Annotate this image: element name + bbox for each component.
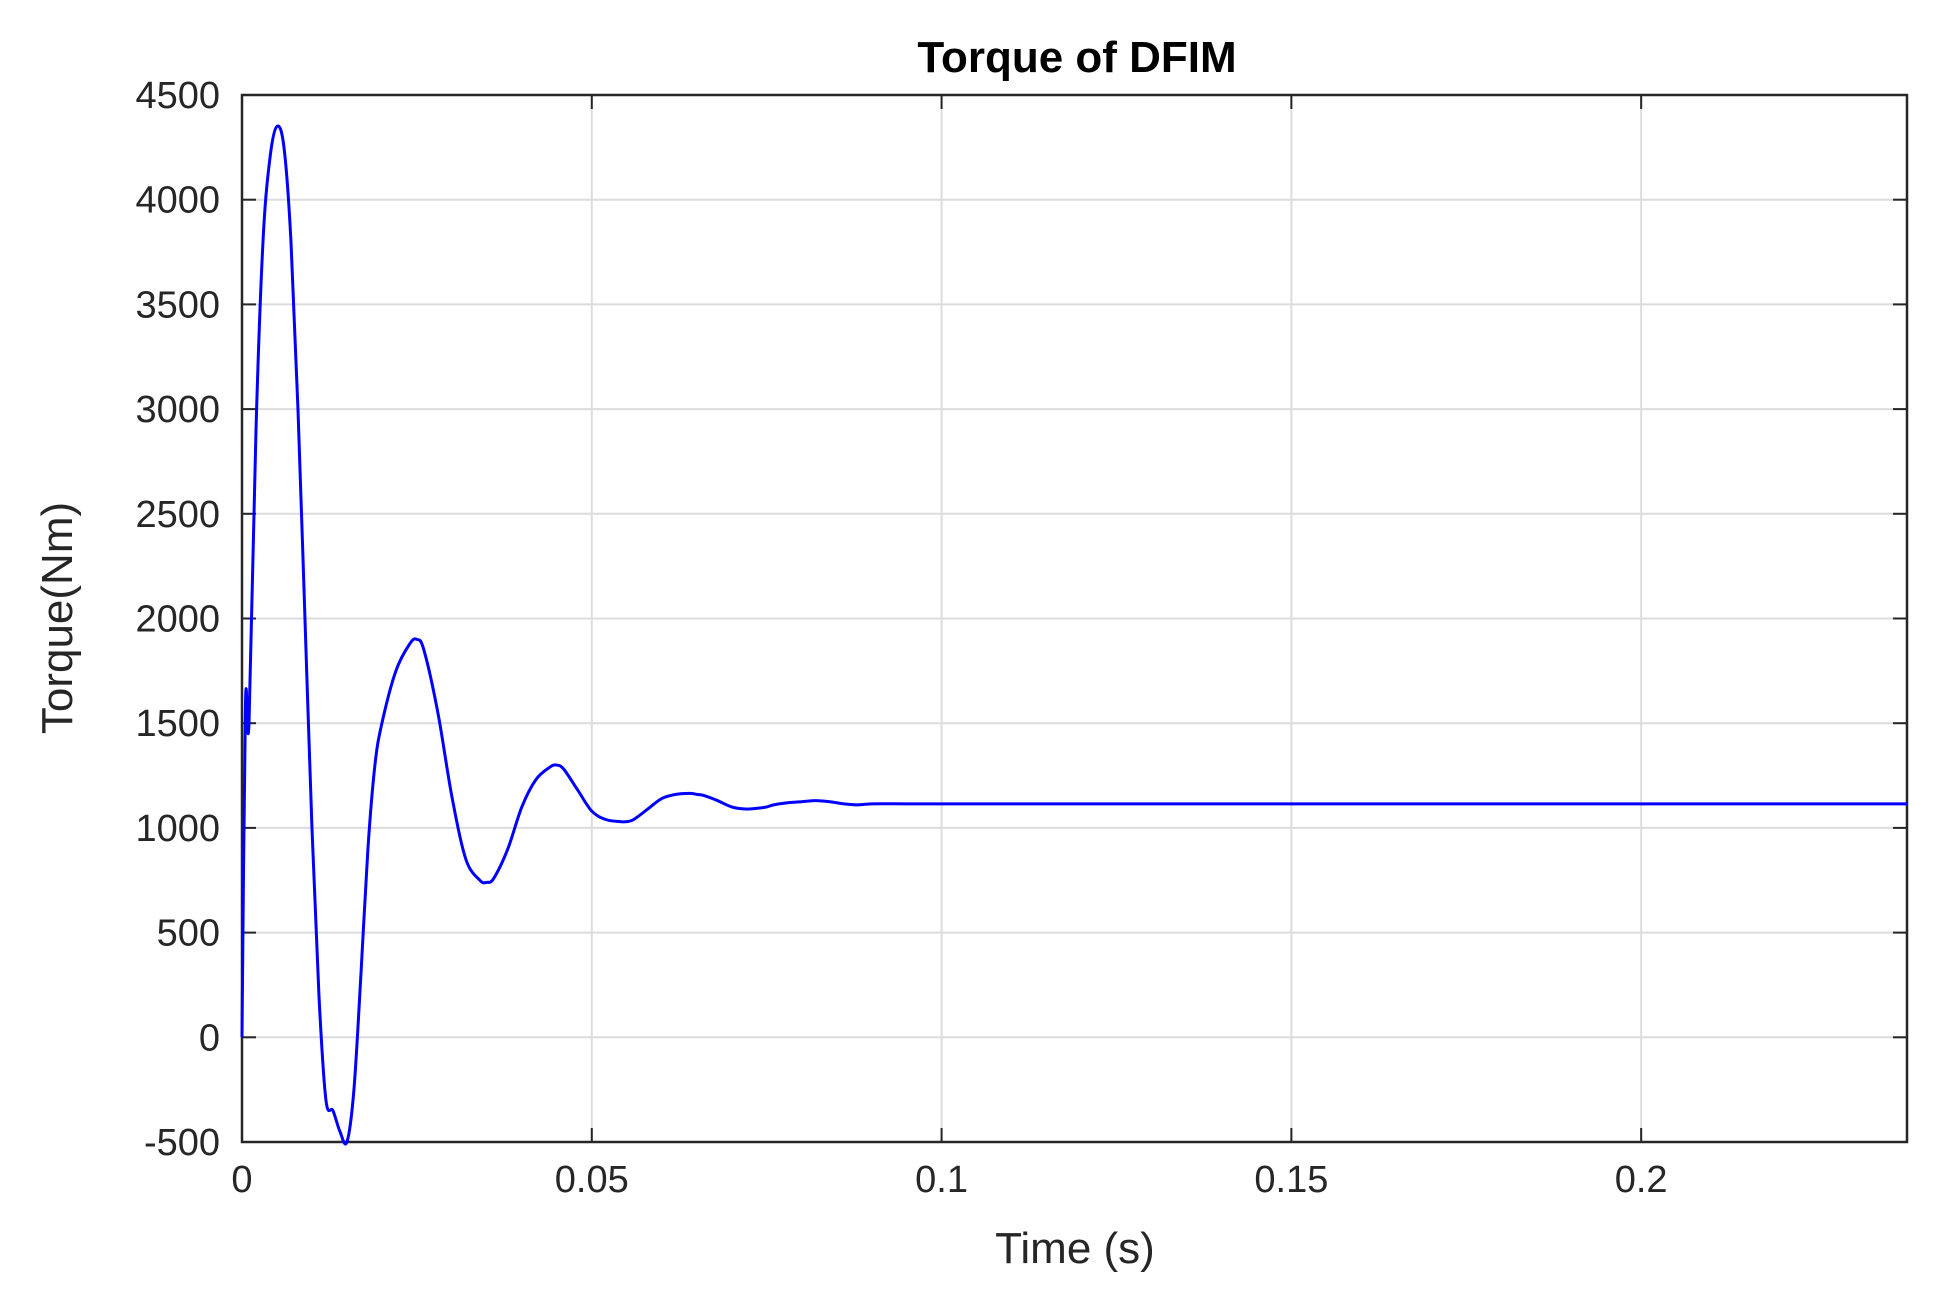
y-tick-label: 500 xyxy=(157,913,220,955)
y-tick-label: 0 xyxy=(199,1017,220,1059)
x-axis-label: Time (s) xyxy=(995,1224,1155,1273)
y-tick-label: 1000 xyxy=(135,808,220,850)
y-tick-label: 4000 xyxy=(135,180,220,222)
plot-area xyxy=(240,93,1909,1144)
x-tick-label: 0.1 xyxy=(915,1159,968,1201)
chart-title: Torque of DFIM xyxy=(917,33,1236,82)
y-tick-labels: -500 0 500 1000 1500 2000 2500 3000 3500 4000 4500 xyxy=(135,75,220,1164)
series-line xyxy=(240,124,1907,1146)
y-axis-label: Torque(Nm) xyxy=(33,502,82,734)
x-tick-label: 0 xyxy=(231,1159,252,1201)
x-tick-label: 0.2 xyxy=(1615,1159,1668,1201)
y-tick-label: 1500 xyxy=(135,703,220,745)
x-tick-label: 0.05 xyxy=(555,1159,629,1201)
y-tick-label: 2000 xyxy=(135,599,220,641)
y-tick-label: -500 xyxy=(144,1122,220,1164)
grid-lines xyxy=(242,95,1907,1142)
y-tick-label: 4500 xyxy=(135,75,220,117)
x-tick-labels: 0 0.05 0.1 0.15 0.2 xyxy=(231,1159,1667,1201)
y-tick-label: 3500 xyxy=(135,284,220,326)
x-tick-label: 0.15 xyxy=(1254,1159,1328,1201)
y-tick-label: 2500 xyxy=(135,494,220,536)
y-tick-label: 3000 xyxy=(135,389,220,431)
